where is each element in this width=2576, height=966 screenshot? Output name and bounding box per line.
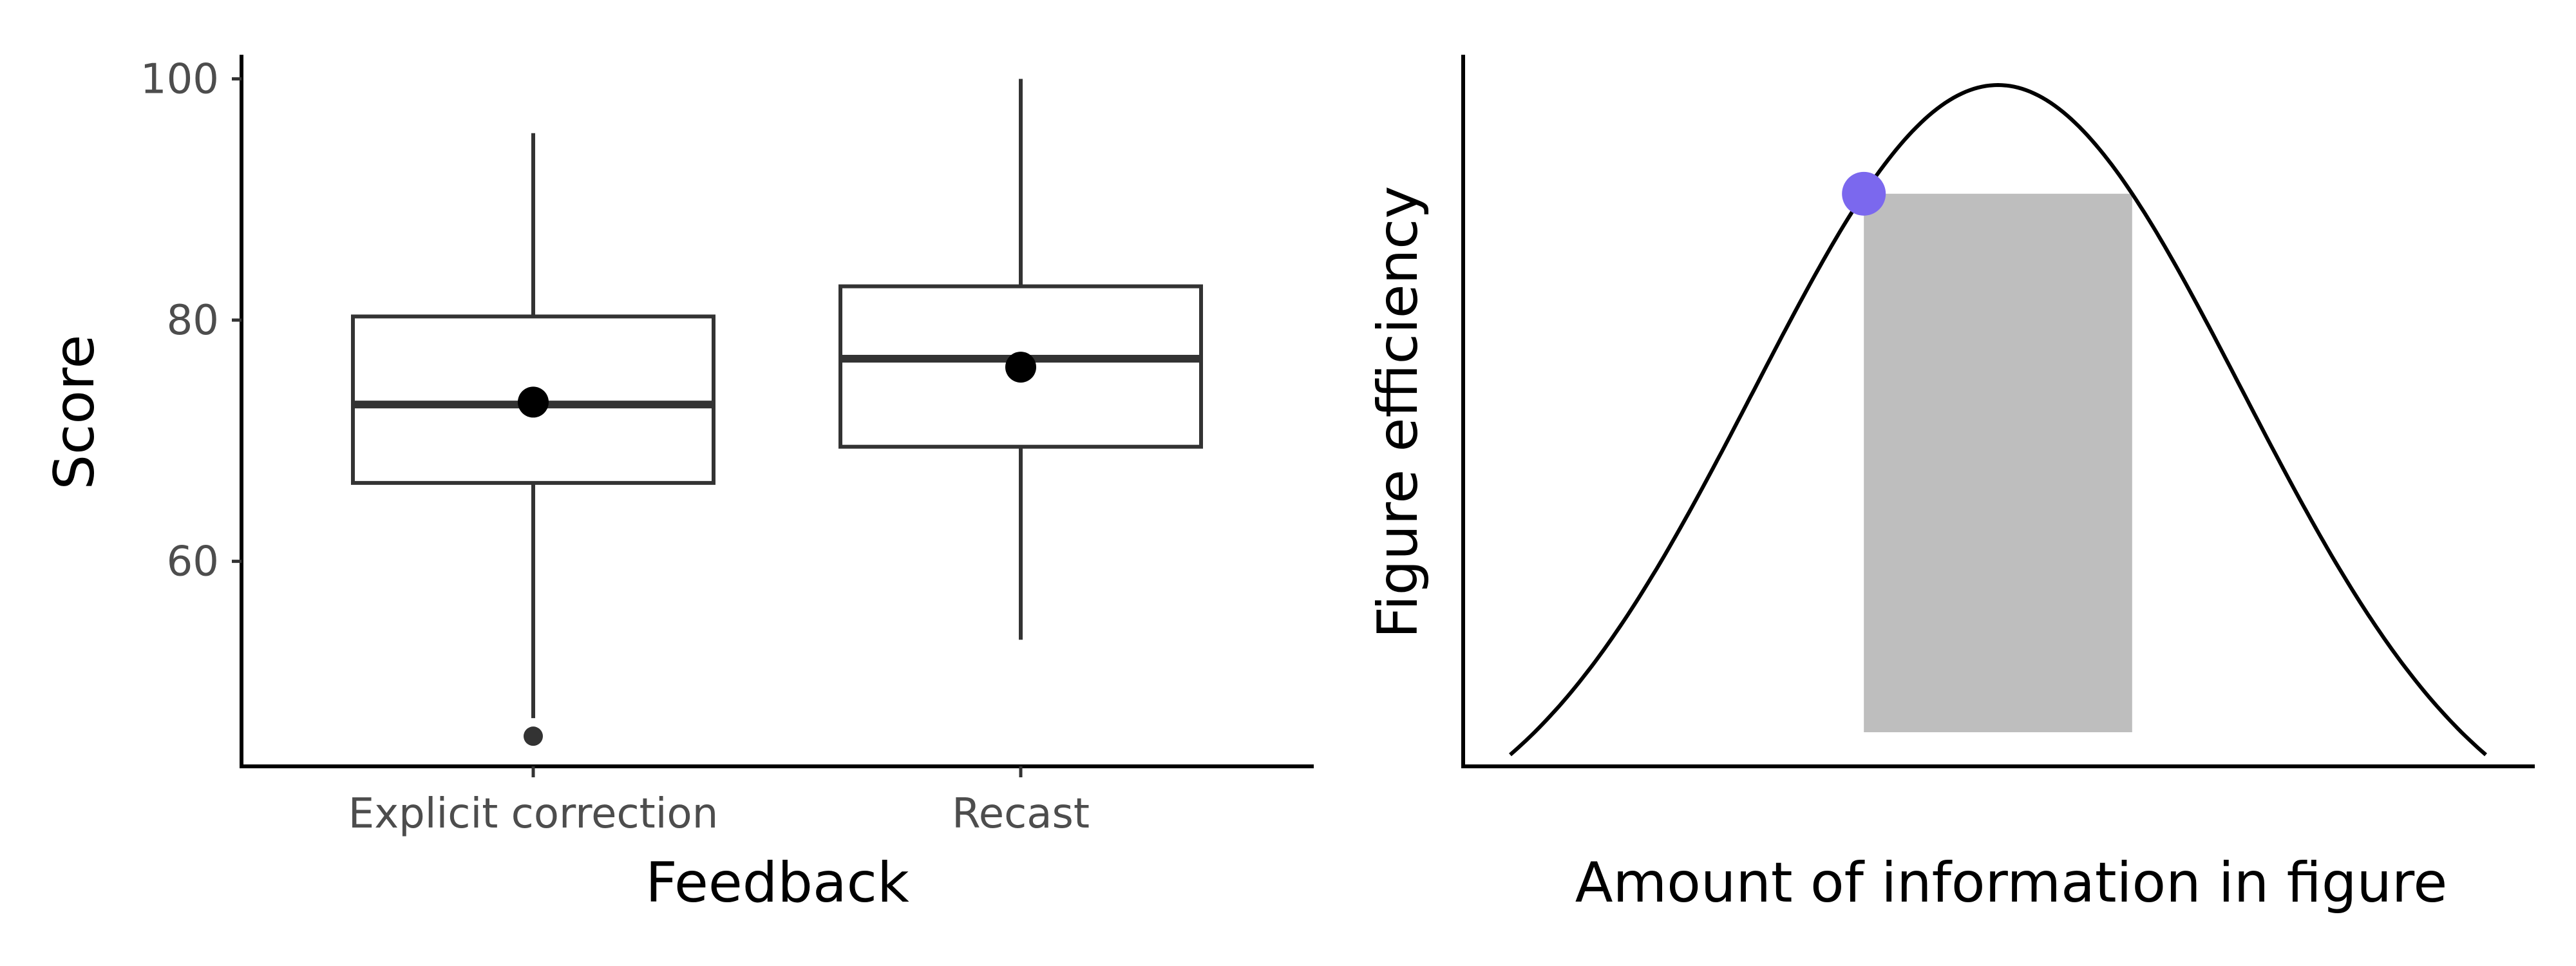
boxplot-marks	[351, 79, 1203, 746]
x-tick-label: Explicit correction	[348, 790, 719, 838]
boxplot-y-ticks: 60 80 100	[140, 55, 242, 586]
mean-point	[518, 386, 549, 418]
x-tick-label: Recast	[952, 790, 1090, 838]
efficiency-x-axis-title: Amount of information in figure	[1575, 851, 2448, 915]
y-tick-label: 100	[140, 55, 219, 103]
efficiency-panel: Figure efficiency Amount of information …	[1366, 55, 2535, 915]
efficiency-y-axis-title: Figure efficiency	[1366, 186, 1430, 639]
box-group	[351, 133, 715, 746]
y-tick-label: 60	[167, 538, 219, 586]
box-iqr	[351, 314, 715, 485]
box-group	[838, 79, 1203, 640]
efficiency-curve	[1509, 82, 2487, 757]
boxplot-y-axis-title: Score	[43, 335, 107, 490]
shaded-optimal-region	[1864, 193, 2132, 732]
mean-point	[1005, 352, 1036, 383]
highlight-point	[1842, 171, 1886, 216]
boxplot-x-ticks: Explicit correction Recast	[348, 766, 1090, 838]
boxplot-x-axis-title: Feedback	[645, 851, 909, 915]
outlier-point	[524, 726, 543, 746]
y-tick-label: 80	[167, 297, 219, 345]
